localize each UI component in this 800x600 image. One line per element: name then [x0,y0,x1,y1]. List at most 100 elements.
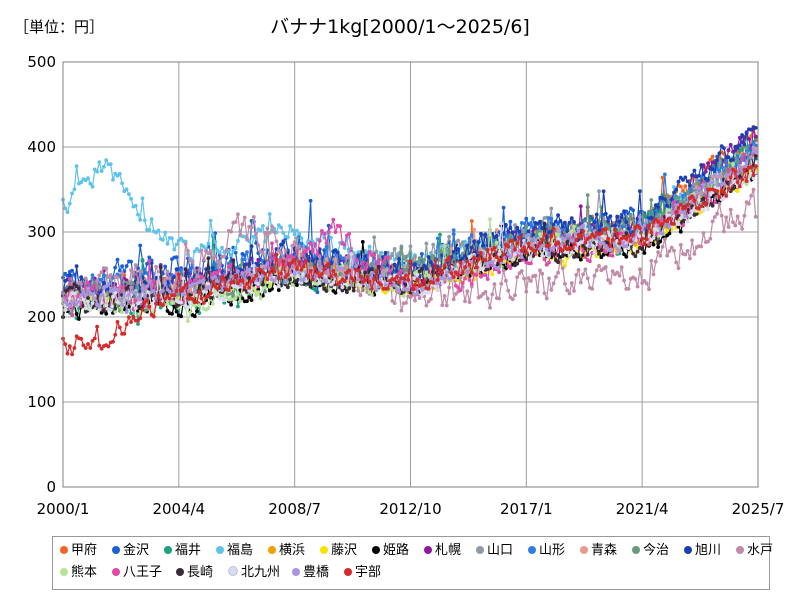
data-point [192,268,197,273]
data-point [472,239,476,244]
data-point [217,268,222,272]
data-point [315,290,320,295]
data-point [635,284,640,289]
data-point [479,231,483,236]
data-point [288,224,292,228]
data-point [104,311,109,316]
data-point [74,312,79,316]
data-point [504,278,508,283]
data-point [333,290,338,295]
data-point [526,229,531,234]
data-point [267,231,272,235]
data-point [435,236,440,241]
data-point [731,162,735,167]
data-point [753,214,758,219]
data-point [429,297,433,301]
data-point [444,303,449,308]
data-point [115,257,120,262]
data-point [367,250,372,254]
data-point [392,247,397,251]
data-point [140,196,145,201]
data-point [245,250,249,255]
data-point [728,207,733,212]
data-point [619,231,624,236]
data-point [376,254,381,259]
data-point [638,189,642,194]
data-point [270,224,274,229]
data-point [276,223,281,228]
data-point [672,248,676,253]
data-point [365,262,370,267]
data-point [669,197,674,202]
data-point [467,236,472,241]
data-point [569,281,574,285]
data-point [286,235,290,240]
data-point [261,224,265,228]
data-point [245,237,249,242]
data-point [170,236,174,241]
data-point [524,289,529,294]
data-point [149,217,154,222]
data-point [201,257,206,262]
data-point [413,262,417,267]
data-point [565,256,570,261]
data-point [603,250,608,255]
data-point [115,275,120,280]
data-point [669,245,674,250]
data-point [72,187,77,192]
data-point [256,263,261,268]
data-point [104,158,109,163]
data-point [201,244,206,249]
data-point [649,258,654,263]
data-point [501,268,506,273]
data-point [424,303,429,308]
data-point [242,215,247,220]
data-point [245,299,249,303]
data-point [186,319,190,323]
data-point [592,273,597,278]
data-point [313,288,317,292]
data-point [399,308,404,313]
data-point [292,240,297,245]
data-point [740,227,744,231]
data-point [188,310,193,315]
data-point [131,270,136,275]
data-point [501,205,506,210]
data-point [292,232,297,237]
data-point [663,197,667,202]
data-point [485,296,490,301]
data-point [163,230,168,235]
data-point [174,309,179,314]
data-point [272,230,277,234]
data-point [547,260,551,265]
data-point [683,252,688,257]
data-point [95,169,99,174]
data-point [358,293,363,298]
data-point [67,273,72,278]
data-point [247,295,252,300]
data-point [90,273,95,278]
data-point [111,177,115,182]
data-point [665,193,670,198]
data-point [749,193,754,198]
data-point [324,241,329,246]
data-point [190,260,195,264]
data-point [372,252,377,257]
data-point [617,273,622,278]
data-point [120,271,124,275]
data-point [195,274,199,279]
data-point [374,249,379,254]
data-point [79,282,84,286]
data-point [483,290,488,294]
data-point [399,246,404,251]
data-point [710,167,715,172]
data-point [735,189,740,194]
data-point [117,268,122,273]
data-point [499,281,504,286]
data-point [424,241,429,246]
data-point [413,298,417,303]
data-point [240,296,245,301]
data-point [519,269,524,273]
data-point [497,270,501,275]
data-point [456,238,461,243]
